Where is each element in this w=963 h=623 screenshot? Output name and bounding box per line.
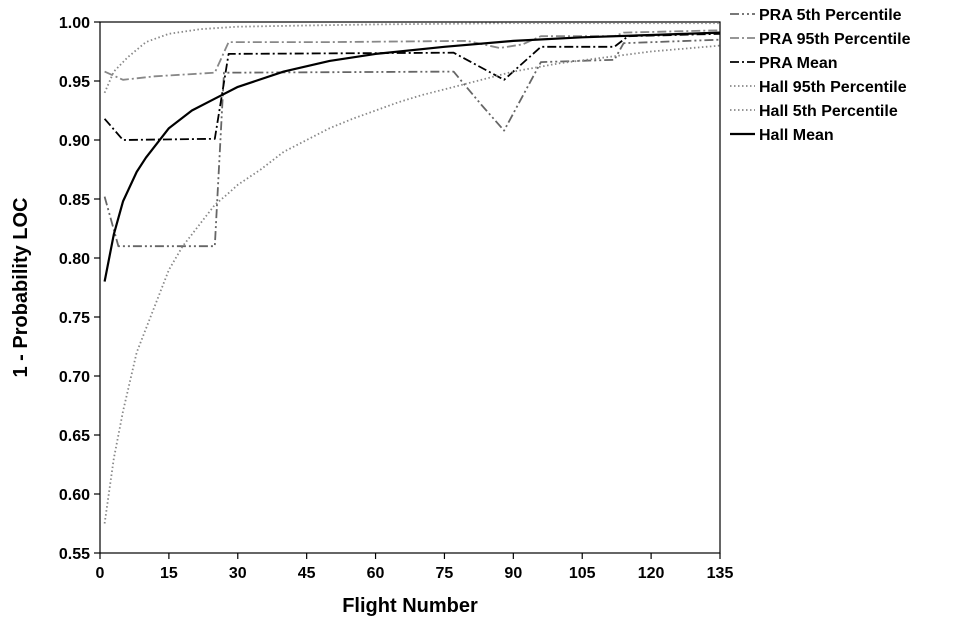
x-tick-label: 120 xyxy=(638,565,665,582)
legend-label: PRA 5th Percentile xyxy=(759,7,902,24)
x-axis-label: Flight Number xyxy=(342,595,478,617)
x-tick-label: 60 xyxy=(367,565,385,582)
y-tick-label: 0.60 xyxy=(59,487,90,504)
series-line-0 xyxy=(103,38,721,248)
series-line-4 xyxy=(103,44,721,524)
y-tick-label: 0.85 xyxy=(59,192,90,209)
x-axis-ticks: 0 15 30 45 60 75 90 105 120 135 xyxy=(96,553,734,582)
y-tick-label: 0.75 xyxy=(59,310,90,327)
y-tick-label: 0.90 xyxy=(59,133,90,150)
series-layer xyxy=(103,22,721,524)
y-tick-label: 0.95 xyxy=(59,74,90,91)
y-tick-label: 0.70 xyxy=(59,369,90,386)
y-axis-ticks: 0.55 0.60 0.65 0.70 0.75 0.80 0.85 0.90 0.95 1.00 xyxy=(59,15,100,563)
x-tick-label: 15 xyxy=(160,565,178,582)
legend-label: PRA Mean xyxy=(759,55,838,72)
x-tick-label: 135 xyxy=(707,565,734,582)
x-tick-label: 75 xyxy=(436,565,454,582)
legend-label: Hall Mean xyxy=(759,127,834,144)
y-axis-label: 1 - Probability LOC xyxy=(10,197,32,377)
plot-frame xyxy=(99,21,721,554)
y-tick-label: 1.00 xyxy=(59,15,90,32)
series-line-5 xyxy=(103,31,721,282)
y-tick-label: 0.80 xyxy=(59,251,90,268)
x-tick-label: 30 xyxy=(229,565,247,582)
y-tick-label: 0.65 xyxy=(59,428,90,445)
x-tick-label: 105 xyxy=(569,565,596,582)
legend: PRA 5th Percentile PRA 95th Percentile PRA… xyxy=(730,7,911,144)
legend-label: Hall 95th Percentile xyxy=(759,79,907,96)
legend-label: Hall 5th Percentile xyxy=(759,103,898,120)
y-tick-label: 0.55 xyxy=(59,546,90,563)
x-tick-label: 45 xyxy=(298,565,316,582)
series-line-3 xyxy=(103,22,720,94)
x-tick-label: 90 xyxy=(504,565,522,582)
plot-border xyxy=(99,21,721,554)
x-tick-label: 0 xyxy=(96,565,105,582)
legend-label: PRA 95th Percentile xyxy=(759,31,911,48)
series-line-2 xyxy=(103,32,721,141)
